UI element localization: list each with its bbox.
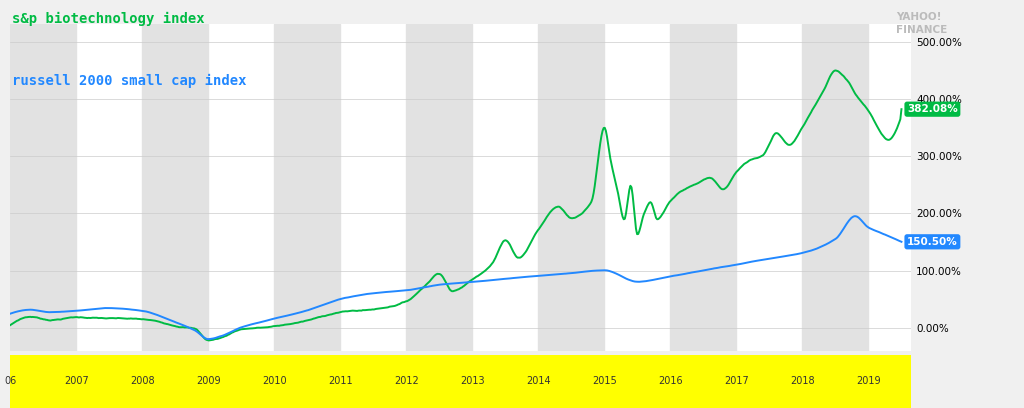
Text: 2011: 2011 — [328, 377, 352, 386]
Text: 06: 06 — [4, 377, 16, 386]
Text: 2019: 2019 — [856, 377, 881, 386]
Text: 2014: 2014 — [526, 377, 551, 386]
Text: 2016: 2016 — [658, 377, 683, 386]
Text: russell 2000 small cap index: russell 2000 small cap index — [12, 73, 247, 88]
Bar — [539, 24, 604, 351]
Bar — [671, 24, 736, 351]
Bar — [407, 24, 472, 351]
Text: 2017: 2017 — [724, 377, 749, 386]
Text: 2007: 2007 — [63, 377, 89, 386]
Text: 2012: 2012 — [394, 377, 419, 386]
Text: 2009: 2009 — [196, 377, 220, 386]
Text: s&p biotechnology index: s&p biotechnology index — [12, 12, 205, 27]
Bar — [274, 24, 340, 351]
Text: 150.50%: 150.50% — [907, 237, 957, 247]
Bar — [142, 24, 208, 351]
Bar — [10, 24, 76, 351]
Text: 2010: 2010 — [262, 377, 287, 386]
Text: 2008: 2008 — [130, 377, 155, 386]
Text: 2015: 2015 — [592, 377, 616, 386]
Text: 2018: 2018 — [791, 377, 815, 386]
Text: 382.08%: 382.08% — [907, 104, 957, 114]
Text: YAHOO!
FINANCE: YAHOO! FINANCE — [896, 12, 947, 35]
Bar — [803, 24, 868, 351]
Text: 2013: 2013 — [460, 377, 484, 386]
